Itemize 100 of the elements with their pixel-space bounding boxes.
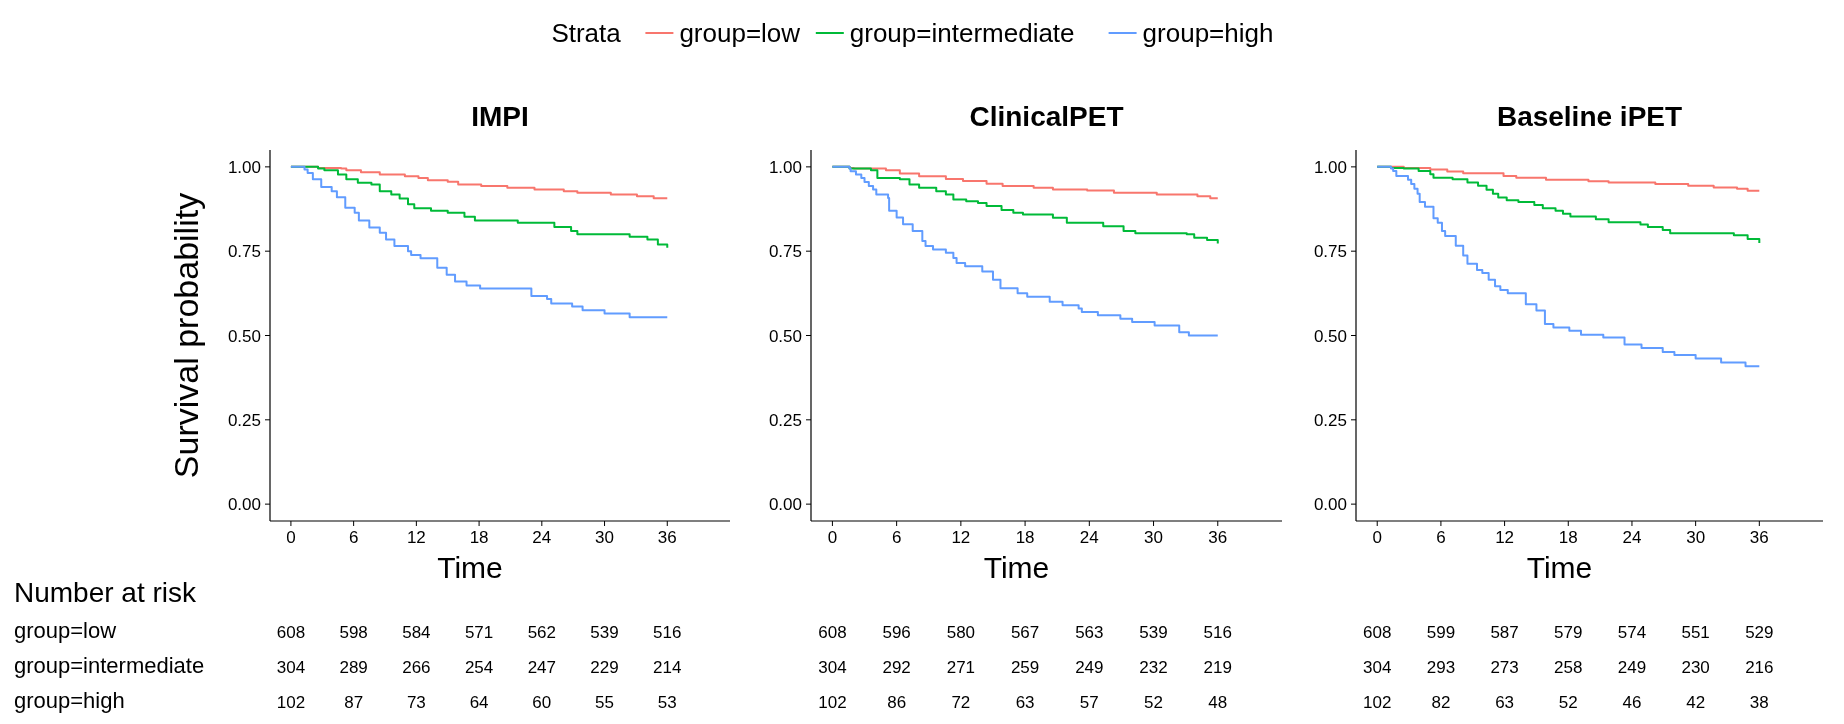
text: 48 bbox=[1208, 693, 1228, 712]
text: 258 bbox=[1554, 658, 1583, 677]
text: 57 bbox=[1079, 693, 1099, 712]
text: 63 bbox=[1495, 693, 1515, 712]
text: 87 bbox=[344, 693, 364, 712]
text: 571 bbox=[464, 623, 494, 642]
x-tick-label: 0 bbox=[286, 528, 296, 547]
x-tick-label: 18 bbox=[469, 528, 489, 547]
text: 38 bbox=[1749, 693, 1769, 712]
text: 230 bbox=[1681, 658, 1710, 677]
x-axis-title: Time bbox=[1526, 551, 1593, 584]
text: 608 bbox=[1363, 623, 1392, 642]
text: 249 bbox=[1075, 658, 1104, 677]
text: 584 bbox=[402, 623, 431, 642]
text: 596 bbox=[882, 623, 911, 642]
x-tick-label: 30 bbox=[1686, 528, 1706, 547]
y-tick-label: 0.75 bbox=[1313, 242, 1347, 262]
y-tick-label: 0.25 bbox=[768, 410, 802, 430]
text: group=low bbox=[14, 618, 117, 643]
text: 229 bbox=[590, 658, 619, 677]
x-tick-label: 24 bbox=[1622, 528, 1642, 547]
text: 266 bbox=[402, 658, 431, 677]
text: 102 bbox=[818, 693, 847, 712]
text: 53 bbox=[657, 693, 677, 712]
text: 271 bbox=[946, 658, 976, 677]
text: group=high bbox=[14, 688, 125, 713]
text: 52 bbox=[1144, 693, 1164, 712]
text: 214 bbox=[653, 658, 682, 677]
x-tick-label: 24 bbox=[532, 528, 552, 547]
y-tick-label: 0.25 bbox=[227, 410, 261, 430]
text: 219 bbox=[1203, 658, 1232, 677]
text: 304 bbox=[818, 658, 847, 677]
text: 516 bbox=[1203, 623, 1232, 642]
y-tick-label: 0.00 bbox=[768, 495, 802, 515]
y-tick-label: 0.50 bbox=[768, 326, 802, 346]
text: 608 bbox=[276, 623, 306, 642]
text: 86 bbox=[887, 693, 907, 712]
text: 273 bbox=[1490, 658, 1519, 677]
x-axis-title: Time bbox=[437, 551, 503, 584]
x-tick-label: 12 bbox=[1495, 528, 1515, 547]
text: 60 bbox=[532, 693, 552, 712]
text: 72 bbox=[951, 693, 971, 712]
y-tick-label: 0.75 bbox=[227, 242, 261, 262]
text: 52 bbox=[1558, 693, 1578, 712]
y-tick-label: 0.50 bbox=[1313, 326, 1347, 346]
y-tick-label: 0.25 bbox=[1313, 410, 1347, 430]
chart-title: Baseline iPET bbox=[1496, 101, 1683, 132]
text: 574 bbox=[1617, 623, 1647, 642]
text: 539 bbox=[1139, 623, 1168, 642]
legend-label: group=high bbox=[1142, 18, 1274, 48]
text: group=intermediate bbox=[14, 653, 205, 678]
x-axis-title: Time bbox=[983, 551, 1050, 584]
text: 580 bbox=[946, 623, 976, 642]
text: 249 bbox=[1617, 658, 1647, 677]
text: 46 bbox=[1622, 693, 1642, 712]
text: 259 bbox=[1010, 658, 1040, 677]
x-tick-label: 6 bbox=[891, 528, 902, 547]
text: 567 bbox=[1010, 623, 1040, 642]
text: 563 bbox=[1075, 623, 1104, 642]
x-tick-label: 6 bbox=[1436, 528, 1446, 547]
text: 598 bbox=[339, 623, 368, 642]
y-axis-title: Survival probability bbox=[167, 192, 205, 479]
legend-label: group=intermediate bbox=[849, 18, 1075, 48]
x-tick-label: 0 bbox=[1372, 528, 1382, 547]
legend-label: group=low bbox=[679, 18, 801, 48]
y-tick-label: 0.75 bbox=[768, 242, 802, 262]
y-tick-label: 0.00 bbox=[1313, 495, 1347, 515]
x-tick-label: 36 bbox=[657, 528, 677, 547]
text: 608 bbox=[818, 623, 847, 642]
y-tick-label: 0.00 bbox=[227, 495, 261, 515]
x-tick-label: 30 bbox=[595, 528, 615, 547]
x-tick-label: 24 bbox=[1079, 528, 1099, 547]
chart-title: ClinicalPET bbox=[969, 101, 1124, 132]
text: 289 bbox=[339, 658, 368, 677]
text: 73 bbox=[406, 693, 426, 712]
text: Number at risk bbox=[14, 577, 198, 608]
text: 587 bbox=[1490, 623, 1519, 642]
x-tick-label: 18 bbox=[1015, 528, 1035, 547]
y-tick-label: 0.50 bbox=[227, 326, 261, 346]
x-tick-label: 36 bbox=[1208, 528, 1228, 547]
chart-title: IMPI bbox=[471, 101, 529, 132]
text: 63 bbox=[1015, 693, 1035, 712]
text: 551 bbox=[1681, 623, 1710, 642]
text: 216 bbox=[1745, 658, 1774, 677]
x-tick-label: 6 bbox=[348, 528, 359, 547]
text: 232 bbox=[1139, 658, 1168, 677]
text: 599 bbox=[1426, 623, 1456, 642]
legend-title: Strata bbox=[551, 18, 622, 48]
x-tick-label: 0 bbox=[827, 528, 838, 547]
text: 42 bbox=[1686, 693, 1706, 712]
text: 579 bbox=[1554, 623, 1583, 642]
text: 254 bbox=[464, 658, 494, 677]
x-tick-label: 18 bbox=[1558, 528, 1578, 547]
text: 304 bbox=[1363, 658, 1392, 677]
text: 82 bbox=[1431, 693, 1451, 712]
x-tick-label: 12 bbox=[406, 528, 426, 547]
text: 562 bbox=[527, 623, 557, 642]
text: 529 bbox=[1745, 623, 1774, 642]
text: 293 bbox=[1426, 658, 1456, 677]
text: 516 bbox=[653, 623, 682, 642]
